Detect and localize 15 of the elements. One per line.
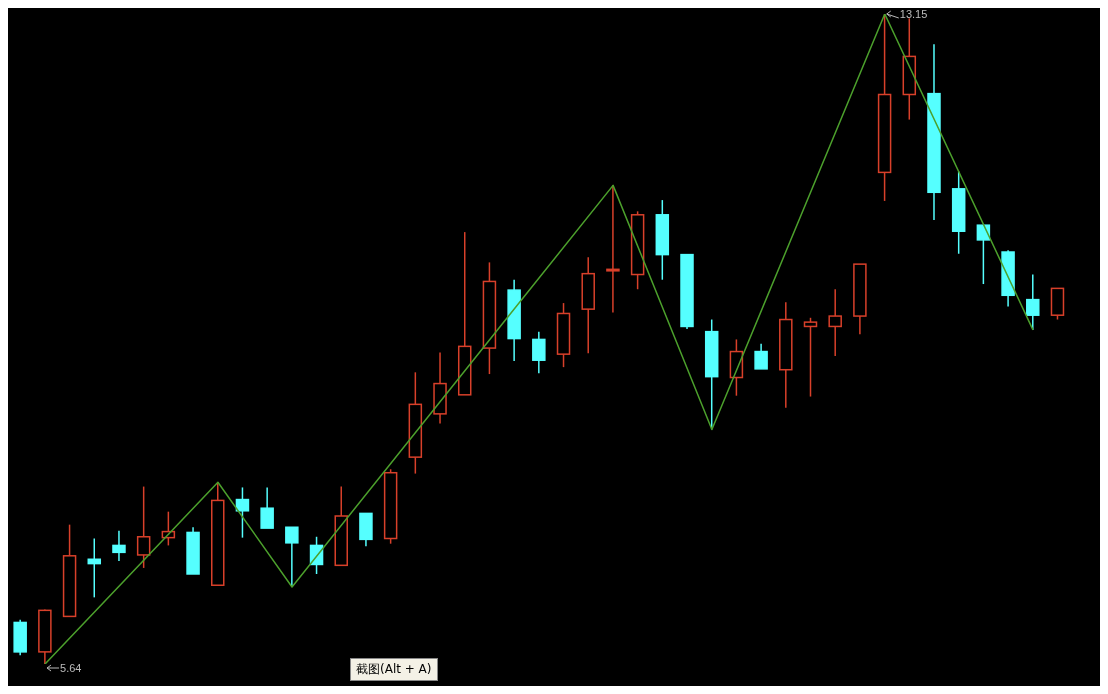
- candlestick: [112, 529, 126, 562]
- candlestick: [754, 343, 768, 370]
- candlestick: [606, 184, 620, 314]
- annotation: 截图(Alt + A): [350, 658, 438, 681]
- annotation: 13.15: [899, 8, 928, 20]
- candlestick: [136, 485, 151, 569]
- candlestick: [235, 486, 250, 539]
- annotation: 5.64: [60, 662, 82, 674]
- candlestick: [260, 486, 274, 529]
- candlestick: [976, 224, 991, 285]
- candlestick: [285, 526, 299, 588]
- candlestick: [1026, 273, 1040, 331]
- candlestick: [803, 317, 818, 398]
- candlestick: [828, 288, 842, 357]
- candlestick: [532, 330, 546, 374]
